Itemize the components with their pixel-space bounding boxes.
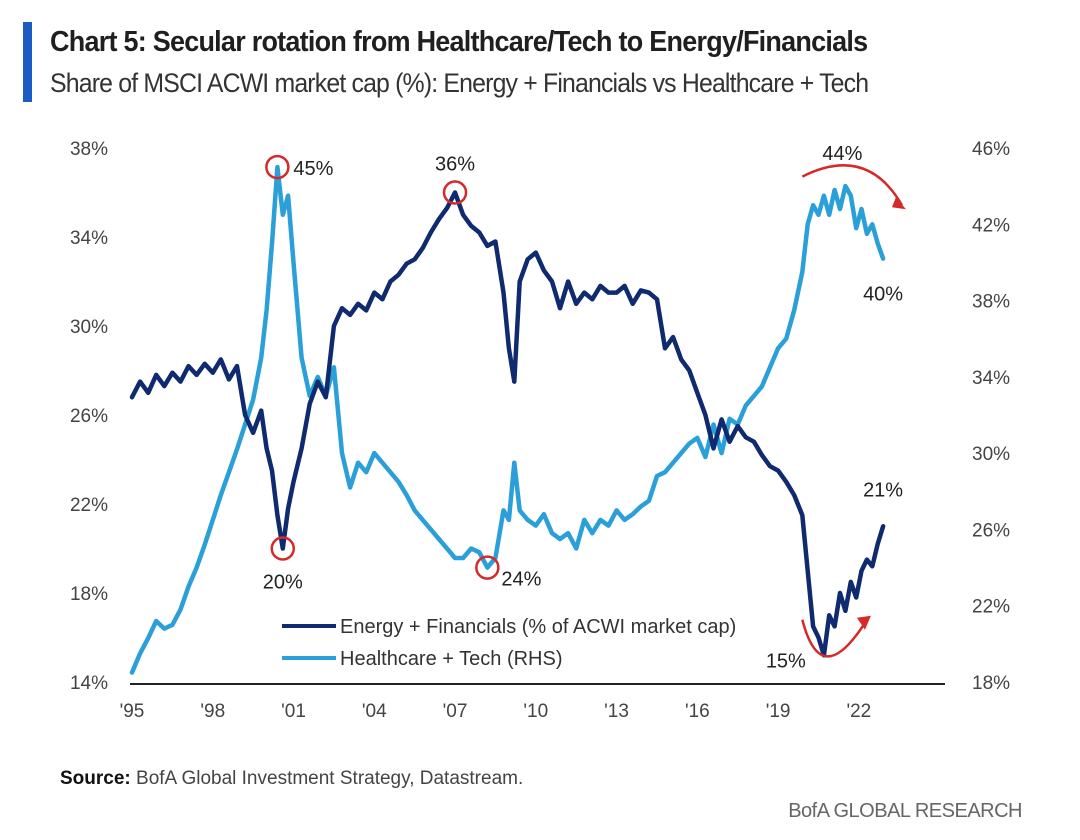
legend-label: Healthcare + Tech (RHS): [340, 648, 563, 670]
y-right-tick-label: 22%: [972, 597, 1010, 618]
y-axis-left: 38% 34% 30% 26% 22% 18% 14%: [70, 139, 108, 694]
source-note: Source: BofA Global Investment Strategy,…: [60, 768, 523, 790]
y-right-tick-label: 34%: [972, 368, 1010, 389]
annotation-label: 44%: [822, 143, 862, 165]
x-tick-label: '13: [604, 701, 629, 722]
chart-title: Chart 5: Secular rotation from Healthcar…: [50, 26, 868, 58]
series-line-energy-financials: [129, 190, 886, 658]
x-tick-label: '07: [443, 701, 468, 722]
y-left-tick-label: 30%: [70, 317, 108, 338]
annotation-circle: [265, 154, 290, 180]
annotation-circle: [475, 555, 500, 580]
trend-arrow: [801, 164, 904, 206]
y-left-tick-label: 18%: [70, 584, 108, 605]
source-label: Source:: [60, 768, 131, 789]
series-line-healthcare-tech: [129, 164, 886, 675]
annotation-label: 15%: [766, 650, 806, 672]
y-right-tick-label: 46%: [972, 139, 1010, 160]
annotation-label: 45%: [293, 158, 333, 180]
source-text: BofA Global Investment Strategy, Datastr…: [136, 768, 524, 789]
trend-arrow: [801, 619, 868, 658]
annotation-label: 24%: [501, 569, 541, 591]
legend: Energy + Financials (% of ACWI market ca…: [282, 616, 736, 670]
annotation-label: 20%: [263, 572, 303, 594]
y-right-tick-label: 26%: [972, 520, 1010, 541]
y-axis-right: 46% 42% 38% 34% 30% 26% 22% 18%: [972, 139, 1010, 694]
x-tick-label: '10: [523, 701, 548, 722]
y-left-tick-label: 14%: [70, 673, 108, 694]
brand-label: BofA GLOBAL RESEARCH: [788, 800, 1022, 822]
annotation-label: 40%: [863, 284, 903, 306]
annotation-label: 21%: [863, 479, 903, 501]
x-tick-label: '19: [766, 701, 791, 722]
y-right-tick-label: 30%: [972, 444, 1010, 465]
y-left-tick-label: 38%: [70, 139, 108, 160]
x-tick-label: '22: [846, 701, 871, 722]
arrow-head-icon: [891, 197, 906, 210]
annotation-layer: 45% 20% 36% 24% 44% 40% 21% 15%: [263, 143, 906, 672]
x-tick-label: '16: [685, 701, 710, 722]
x-axis: '95 '98 '01 '04 '07 '10 '13 '16 '19 '22: [120, 701, 872, 722]
annotation-label: 36%: [435, 154, 475, 176]
y-left-tick-label: 26%: [70, 406, 108, 427]
annotation-circle: [442, 180, 468, 205]
chart-subtitle: Share of MSCI ACWI market cap (%): Energ…: [50, 68, 869, 98]
x-tick-label: '04: [362, 701, 387, 722]
y-right-tick-label: 42%: [972, 215, 1010, 236]
x-tick-label: '98: [200, 701, 225, 722]
y-left-tick-label: 34%: [70, 228, 108, 249]
series-layer: [129, 164, 886, 675]
annotation-circle: [270, 536, 296, 561]
arrow-head-icon: [856, 615, 871, 630]
y-left-tick-label: 22%: [70, 495, 108, 516]
y-right-tick-label: 18%: [972, 673, 1010, 694]
x-tick-label: '95: [120, 701, 145, 722]
x-tick-label: '01: [281, 701, 306, 722]
y-right-tick-label: 38%: [972, 292, 1010, 313]
legend-label: Energy + Financials (% of ACWI market ca…: [340, 616, 736, 638]
title-accent-bar: [23, 22, 32, 102]
